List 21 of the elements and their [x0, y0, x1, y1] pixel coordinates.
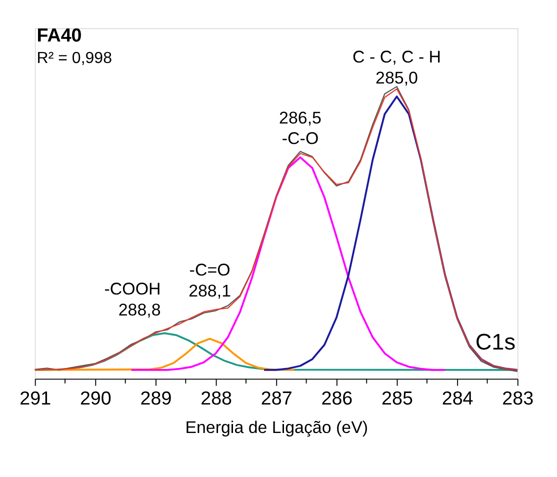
annotation: 285,0 — [376, 68, 418, 88]
annotation: -C-O — [282, 129, 319, 148]
x-axis-title: Energia de Ligação (eV) — [185, 418, 368, 437]
x-tick-label: 283 — [502, 388, 534, 409]
annotation: C - C, C - H — [352, 48, 442, 67]
annotation: 288,1 — [188, 281, 232, 300]
text: R² = 0,998 — [36, 49, 112, 68]
annotation: -COOH — [104, 280, 161, 299]
x-tick-label: 288 — [200, 388, 232, 409]
x-tick-label: 291 — [20, 388, 52, 409]
x-tick-label: 290 — [80, 388, 112, 409]
text: FA40 — [36, 24, 82, 46]
annotation: -C=O — [189, 260, 230, 280]
x-tick-label: 287 — [260, 388, 292, 409]
x-tick-label: 289 — [140, 388, 172, 409]
annotation: 288,8 — [118, 300, 161, 320]
annotation: C1s — [475, 330, 516, 355]
x-tick-label: 284 — [442, 388, 474, 409]
x-tick-label: 286 — [321, 388, 353, 409]
x-tick-label: 285 — [382, 388, 413, 409]
annotation: 286,5 — [279, 108, 322, 128]
